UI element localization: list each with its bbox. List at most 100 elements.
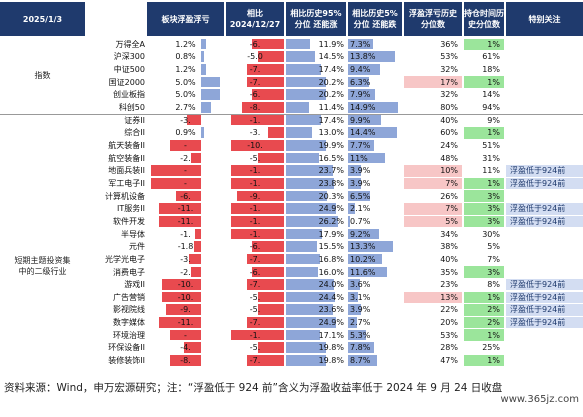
change-value: -6. [249,267,261,277]
downside-bar [348,342,375,354]
hold-value: 61% [482,52,500,62]
upside-bar [286,127,312,138]
downside-value: 7.9% [350,90,371,100]
downside-value: 9.2% [350,229,371,239]
downside-value: 8.7% [350,356,371,366]
float-bar [158,215,201,227]
float-value: -10. [177,280,194,290]
change-value: -5. [249,305,261,315]
hold-highlight [464,266,504,278]
upside-value: 19.8% [318,343,344,353]
special-note [510,114,582,127]
float-value: -3. [180,115,191,125]
header-pct95: 相比历史95% 分位 还能涨 [286,2,346,36]
downside-value: 11.6% [350,267,376,277]
change-value: -7. [249,356,261,366]
footer-note: 资料来源：Wind，申万宏源研究；注：“浮盈低于 924 前”含义为浮盈收益率低… [4,382,503,394]
upside-value: 24.9% [318,318,344,328]
hold-value: 94% [482,103,500,113]
upside-bar [286,329,321,341]
downside-bar [348,140,374,151]
downside-value: 0.7% [350,216,371,226]
row-name: 军工电子II [108,178,145,188]
change-value: -7. [249,65,261,75]
hold-highlight [464,316,504,329]
upside-value: 23.8% [318,178,344,188]
downside-value: 7.8% [350,343,371,353]
float-bar [200,38,206,50]
hist-value: 17% [440,77,458,87]
downside-value: 2.1% [350,204,371,214]
float-value: 5.0% [175,90,196,100]
hist-value: 60% [440,128,458,138]
upside-value: 26.2% [318,216,344,226]
special-highlight [506,291,583,304]
float-bar [150,165,201,176]
change-bar [257,51,284,63]
change-bar [252,241,284,252]
hist-value: 53% [440,52,458,62]
change-bar [252,38,284,50]
float-value: 0.9% [175,128,196,138]
downside-value: 3.1% [350,292,371,302]
downside-bar [348,165,362,176]
downside-value: 3.9% [350,178,371,188]
hist-value: 36% [440,39,458,49]
upside-bar [286,266,318,278]
float-bar [193,241,201,252]
row-name: 光学光电子 [105,254,145,264]
row-name: 中证500 [113,65,145,75]
hist-value: 24% [440,141,458,150]
upside-bar [286,140,326,151]
upside-bar [286,355,326,366]
change-value: -9. [249,191,261,201]
float-value: -10. [177,292,194,302]
group-label: 短期主题投资集 中的二级行业 [14,255,71,276]
special-note [510,266,582,279]
downside-bar [348,253,383,265]
hist-highlight [404,202,462,215]
downside-value: 13.3% [350,242,376,252]
downside-value: 6.5% [350,191,371,201]
header-float: 板块浮盈浮亏 [147,2,224,36]
downside-value: 13.8% [350,52,376,62]
hold-value: 8% [487,280,500,290]
change-bar [252,266,284,278]
downside-bar [348,190,370,202]
special-highlight [506,177,583,190]
hist-value: 20% [440,318,458,328]
upside-value: 24.0% [318,280,344,290]
hold-value: 5% [487,242,500,252]
downside-bar [348,203,356,214]
upside-bar [286,241,317,252]
special-highlight [506,316,583,329]
upside-value: 19.9% [318,141,344,150]
hold-value: 1% [487,292,500,302]
upside-bar [286,102,309,113]
upside-value: 16.5% [318,153,344,163]
downside-bar [348,51,395,63]
change-value: -7. [249,77,261,87]
float-value: -1.8 [177,242,194,252]
upside-bar [286,38,310,50]
watermark: www.365jz.com [500,394,579,405]
float-bar [158,203,201,214]
float-value: -4. [180,343,191,353]
change-bar [247,64,284,75]
upside-bar [286,177,334,189]
upside-bar [286,253,320,265]
hold-highlight [464,38,504,51]
hold-value: 1% [487,330,500,340]
hold-value: 2% [487,305,500,315]
downside-value: 3.9% [350,305,371,315]
float-value: - [184,166,187,176]
hold-value: 3% [487,204,500,214]
special-note [510,101,582,114]
hist-value: 35% [440,267,458,277]
float-bar [200,127,205,138]
float-bar [195,228,201,240]
special-highlight [506,165,583,177]
hist-value: 7% [445,178,458,188]
special-note: 浮盈低于924前 [510,178,566,188]
change-value: -6. [249,242,261,252]
